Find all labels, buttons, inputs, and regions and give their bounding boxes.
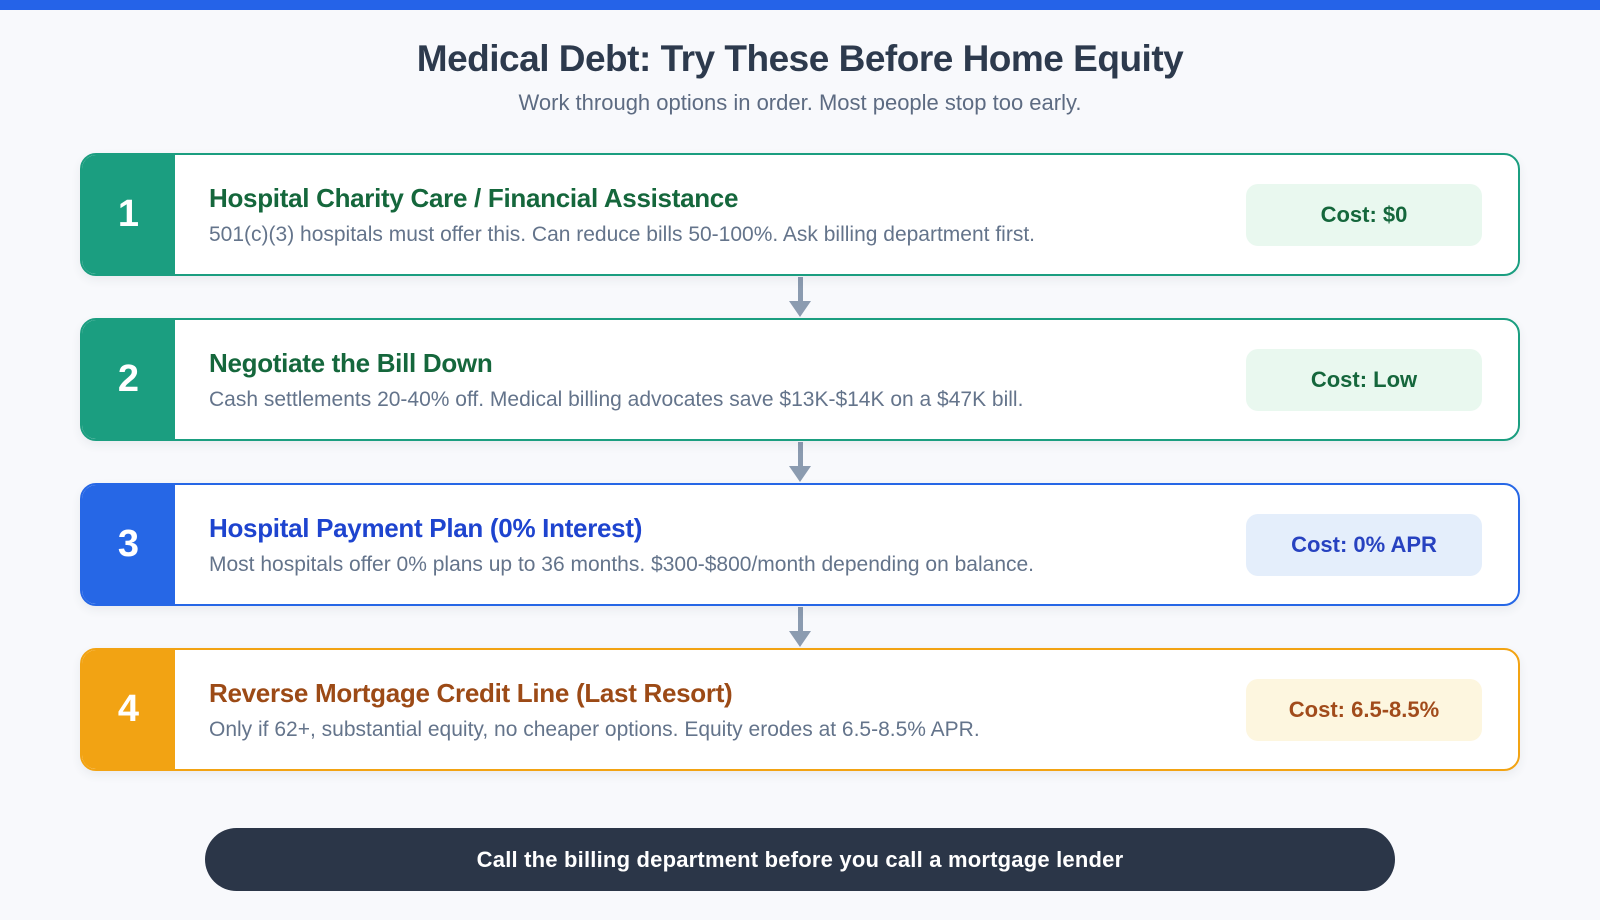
step-body: Negotiate the Bill Down Cash settlements… [175,320,1518,439]
arrow-down-icon [80,276,1520,318]
step-body: Reverse Mortgage Credit Line (Last Resor… [175,650,1518,769]
footer: Call the billing department before you c… [0,828,1600,891]
step-title: Hospital Payment Plan (0% Interest) [209,512,643,543]
cost-badge: Cost: 0% APR [1246,513,1482,576]
cost-badge: Cost: 6.5-8.5% [1246,678,1482,741]
page-title: Medical Debt: Try These Before Home Equi… [416,38,1184,79]
step-number-badge: 3 [82,485,175,604]
cta-banner-button[interactable]: Call the billing department before you c… [205,828,1395,891]
step-description: Only if 62+, substantial equity, no chea… [209,717,980,741]
header: Medical Debt: Try These Before Home Equi… [0,38,1600,116]
step-title: Hospital Charity Care / Financial Assist… [209,182,739,213]
step-body: Hospital Payment Plan (0% Interest) Most… [175,485,1518,604]
step-card-2: 2 Negotiate the Bill Down Cash settlemen… [80,318,1520,441]
top-accent-bar [0,0,1600,10]
steps-list: 1 Hospital Charity Care / Financial Assi… [80,153,1520,771]
page-subtitle: Work through options in order. Most peop… [518,90,1082,115]
step-card-4: 4 Reverse Mortgage Credit Line (Last Res… [80,648,1520,771]
step-description: 501(c)(3) hospitals must offer this. Can… [209,222,1035,246]
step-card-1: 1 Hospital Charity Care / Financial Assi… [80,153,1520,276]
step-body: Hospital Charity Care / Financial Assist… [175,155,1518,274]
step-description: Cash settlements 20-40% off. Medical bil… [209,387,1024,411]
step-title: Negotiate the Bill Down [209,347,493,378]
step-card-3: 3 Hospital Payment Plan (0% Interest) Mo… [80,483,1520,606]
step-title: Reverse Mortgage Credit Line (Last Resor… [209,677,733,708]
step-number-badge: 4 [82,650,175,769]
cost-badge: Cost: Low [1246,348,1482,411]
step-description: Most hospitals offer 0% plans up to 36 m… [209,552,1035,576]
step-number-badge: 2 [82,320,175,439]
arrow-down-icon [80,606,1520,648]
cost-badge: Cost: $0 [1246,183,1482,246]
step-number-badge: 1 [82,155,175,274]
arrow-down-icon [80,441,1520,483]
